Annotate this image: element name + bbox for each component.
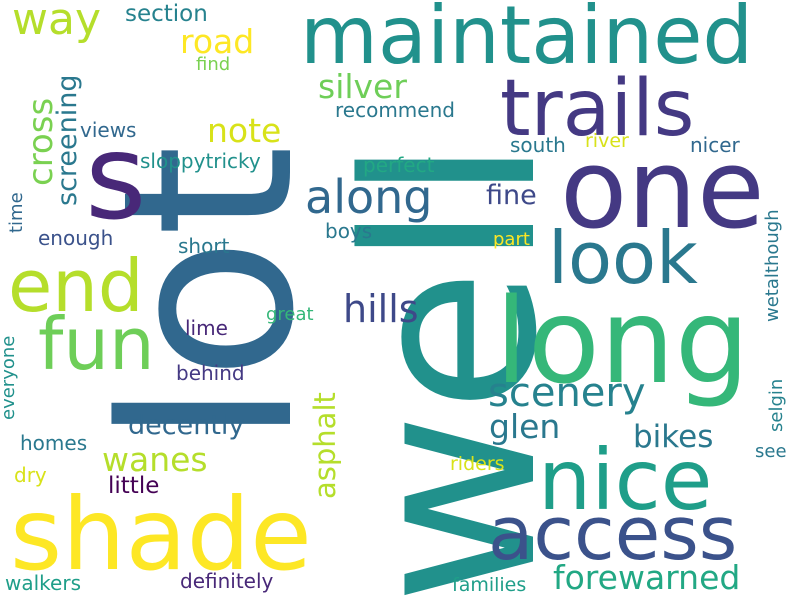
word-walkers: walkers (5, 571, 81, 595)
word-nicer: nicer (690, 133, 740, 157)
word-along: along (305, 170, 433, 224)
word-silver: silver (318, 67, 407, 106)
word-road: road (180, 22, 255, 61)
word-hills: hills (343, 287, 419, 331)
word-way: way (12, 0, 101, 45)
word-shade: shade (10, 476, 312, 593)
word-short: short (178, 234, 230, 258)
word-dry: dry (14, 463, 47, 487)
word-families: families (452, 574, 527, 596)
word-fine: fine (486, 180, 537, 211)
word-everyone: everyone (0, 335, 19, 420)
word-long: long (495, 272, 750, 410)
word-wanes: wanes (102, 440, 208, 479)
word-time: time (6, 192, 27, 233)
word-riders: riders (450, 453, 505, 475)
word-end: end (8, 244, 144, 328)
word-asphalt: asphalt (308, 392, 342, 499)
word-bikes: bikes (633, 419, 714, 455)
word-scenery: scenery (488, 370, 646, 416)
word-perfect: perfect (363, 153, 435, 177)
word-enough: enough (38, 226, 114, 250)
word-lime: lime (185, 316, 228, 340)
word-note: note (207, 111, 282, 150)
word-look: look (548, 216, 698, 300)
word-one: one (560, 125, 765, 253)
word-part: part (493, 229, 530, 250)
word-find: find (196, 54, 231, 75)
word-behind: behind (176, 361, 245, 385)
word-access: access (488, 491, 738, 577)
word-decently: decently (128, 410, 245, 441)
word-fun: fun (38, 302, 155, 386)
word-nice: nice (538, 431, 713, 529)
word-see: see (755, 441, 787, 462)
word-forewarned: forewarned (553, 558, 741, 597)
word-boys: boys (325, 219, 373, 243)
word-definitely: definitely (180, 569, 274, 593)
word-selgin: selgin (766, 378, 787, 432)
word-sloppytricky: sloppytricky (140, 149, 261, 173)
word-great: great (266, 304, 314, 325)
word-south: south (510, 133, 566, 157)
word-wetalthough: wetalthough (762, 209, 783, 322)
word-s: s (85, 108, 147, 246)
word-trails: trails (500, 64, 695, 154)
word-maintained: maintained (300, 0, 754, 82)
word-homes: homes (20, 431, 88, 455)
word-screening: screening (52, 74, 83, 206)
word-little: little (108, 473, 160, 499)
word-recommend: recommend (335, 98, 455, 122)
word-section: section (125, 1, 208, 27)
word-glen: glen (489, 407, 561, 446)
word-views: views (80, 118, 137, 142)
word-river: river (585, 130, 629, 152)
